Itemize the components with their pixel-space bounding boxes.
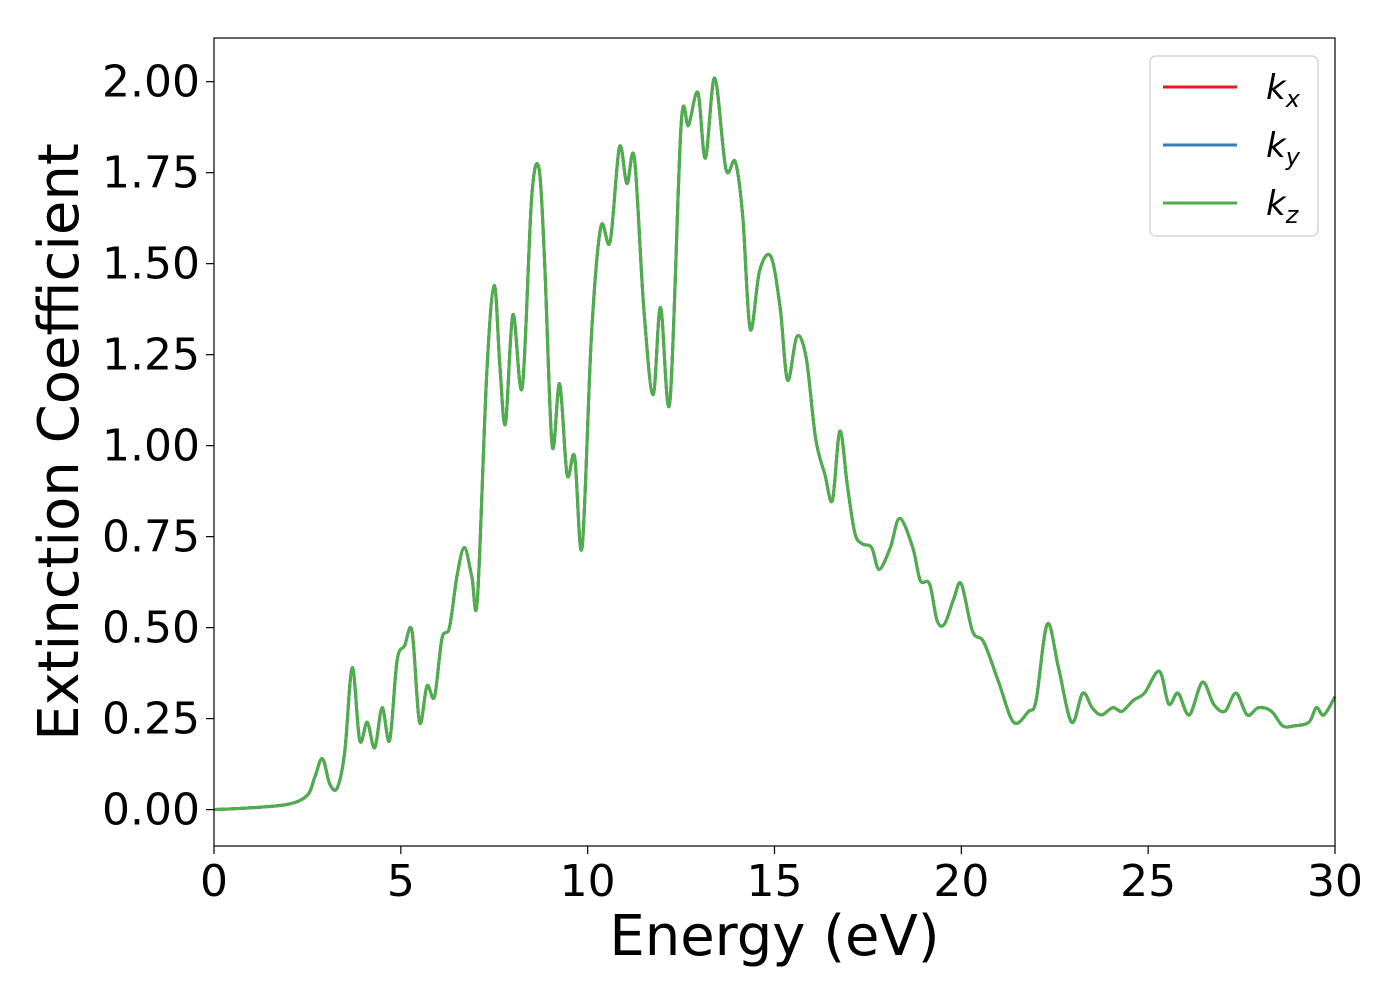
y-tick-label: 1.00 (102, 421, 200, 472)
y-tick-label: 0.75 (102, 512, 200, 563)
y-tick-label: 1.75 (102, 148, 200, 199)
legend: kx ky kz (1149, 55, 1319, 237)
legend-label-kz: kz (1266, 184, 1300, 229)
y-tick-label: 2.00 (102, 57, 200, 108)
y-axis-ticks: 0.00 0.25 0.50 0.75 1.00 1.25 1.50 1.75 2.00 (102, 57, 214, 836)
x-tick-label: 15 (747, 856, 803, 907)
y-tick-label: 1.50 (102, 239, 200, 290)
series-line-kz (213, 76, 1337, 812)
x-tick-label: 0 (200, 856, 228, 907)
x-axis-ticks: 0 5 10 15 20 25 30 (200, 846, 1363, 907)
y-tick-label: 0.25 (102, 694, 200, 745)
x-tick-label: 20 (933, 856, 989, 907)
y-tick-label: 1.25 (102, 330, 200, 381)
legend-label-kx: kx (1266, 68, 1301, 113)
y-axis-label: Extinction Coefficient (27, 143, 92, 741)
legend-label-ky: ky (1266, 126, 1301, 171)
plot-background (214, 38, 1335, 846)
y-tick-label: 0.50 (102, 603, 200, 654)
y-tick-label: 0.00 (102, 785, 200, 836)
series-layer (213, 76, 1337, 812)
x-tick-label: 10 (560, 856, 616, 907)
x-tick-label: 25 (1120, 856, 1176, 907)
x-tick-label: 30 (1307, 856, 1363, 907)
x-axis-label: Energy (eV) (609, 904, 939, 969)
x-tick-label: 5 (387, 856, 415, 907)
